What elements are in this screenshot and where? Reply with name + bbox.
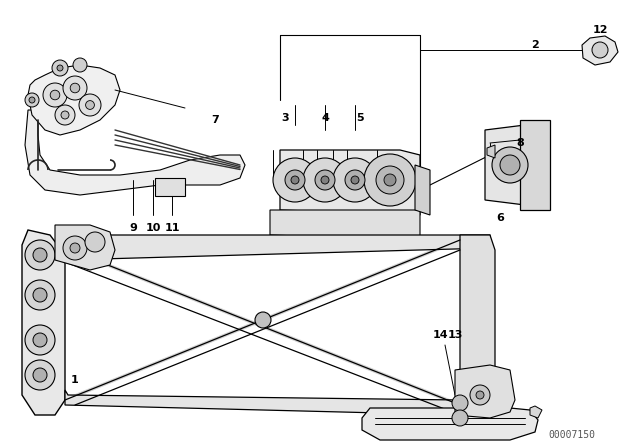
- Polygon shape: [487, 145, 495, 158]
- Circle shape: [452, 395, 468, 411]
- Circle shape: [52, 60, 68, 76]
- Circle shape: [33, 333, 47, 347]
- Text: 14: 14: [432, 330, 448, 340]
- Circle shape: [273, 158, 317, 202]
- Polygon shape: [485, 125, 540, 205]
- Circle shape: [79, 94, 101, 116]
- Circle shape: [29, 97, 35, 103]
- Circle shape: [73, 58, 87, 72]
- Polygon shape: [582, 36, 618, 65]
- Text: 8: 8: [516, 138, 524, 148]
- Polygon shape: [460, 235, 495, 415]
- Circle shape: [25, 240, 55, 270]
- Circle shape: [25, 93, 39, 107]
- Polygon shape: [270, 210, 420, 240]
- Circle shape: [25, 280, 55, 310]
- Circle shape: [85, 232, 105, 252]
- Text: 3: 3: [281, 113, 289, 123]
- Circle shape: [500, 155, 520, 175]
- Circle shape: [492, 147, 528, 183]
- Polygon shape: [362, 408, 538, 440]
- Circle shape: [25, 360, 55, 390]
- Polygon shape: [520, 120, 550, 210]
- Bar: [155, 178, 185, 196]
- Text: 9: 9: [129, 223, 137, 233]
- Circle shape: [291, 176, 299, 184]
- Polygon shape: [28, 65, 120, 135]
- Circle shape: [57, 65, 63, 71]
- Polygon shape: [22, 230, 65, 415]
- Polygon shape: [65, 390, 460, 415]
- Circle shape: [470, 385, 490, 405]
- Circle shape: [70, 243, 80, 253]
- Circle shape: [25, 325, 55, 355]
- Text: 6: 6: [496, 213, 504, 223]
- Circle shape: [376, 166, 404, 194]
- Circle shape: [315, 170, 335, 190]
- Polygon shape: [415, 165, 430, 215]
- Circle shape: [70, 83, 80, 93]
- Circle shape: [384, 174, 396, 186]
- Circle shape: [255, 312, 271, 328]
- Circle shape: [476, 391, 484, 399]
- Text: 1: 1: [71, 375, 79, 385]
- Circle shape: [345, 170, 365, 190]
- Text: 10: 10: [145, 223, 161, 233]
- Text: 7: 7: [211, 115, 219, 125]
- Circle shape: [55, 105, 75, 125]
- Circle shape: [63, 76, 87, 100]
- Circle shape: [33, 288, 47, 302]
- Circle shape: [61, 111, 69, 119]
- Circle shape: [333, 158, 377, 202]
- Circle shape: [592, 42, 608, 58]
- Circle shape: [364, 154, 416, 206]
- Text: 4: 4: [321, 113, 329, 123]
- Polygon shape: [530, 406, 542, 418]
- Circle shape: [351, 176, 359, 184]
- Circle shape: [452, 410, 468, 426]
- Polygon shape: [280, 150, 420, 215]
- Text: 2: 2: [531, 40, 539, 50]
- Text: 13: 13: [447, 330, 463, 340]
- Circle shape: [285, 170, 305, 190]
- Circle shape: [321, 176, 329, 184]
- Circle shape: [63, 236, 87, 260]
- Circle shape: [33, 368, 47, 382]
- Circle shape: [86, 101, 95, 109]
- Polygon shape: [65, 235, 490, 260]
- Circle shape: [43, 83, 67, 107]
- Polygon shape: [455, 365, 515, 418]
- Circle shape: [303, 158, 347, 202]
- Polygon shape: [55, 225, 115, 270]
- Text: 11: 11: [164, 223, 180, 233]
- Circle shape: [33, 248, 47, 262]
- Text: 00007150: 00007150: [548, 430, 595, 440]
- Text: 5: 5: [356, 113, 364, 123]
- Circle shape: [50, 90, 60, 100]
- Polygon shape: [25, 110, 245, 195]
- Text: 12: 12: [592, 25, 608, 35]
